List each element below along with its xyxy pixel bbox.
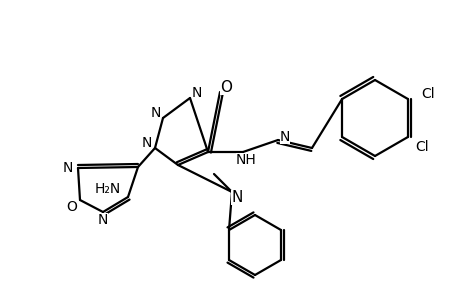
Text: N: N [151,106,161,120]
Text: O: O [67,200,77,214]
Text: NH: NH [235,153,256,167]
Text: Cl: Cl [420,87,434,101]
Text: N: N [191,86,202,100]
Text: N: N [279,130,290,144]
Text: Cl: Cl [414,140,428,154]
Text: N: N [63,161,73,175]
Text: N: N [231,190,242,205]
Text: N: N [141,136,152,150]
Text: N: N [98,213,108,227]
Text: O: O [219,80,231,94]
Text: H₂N: H₂N [95,182,121,196]
